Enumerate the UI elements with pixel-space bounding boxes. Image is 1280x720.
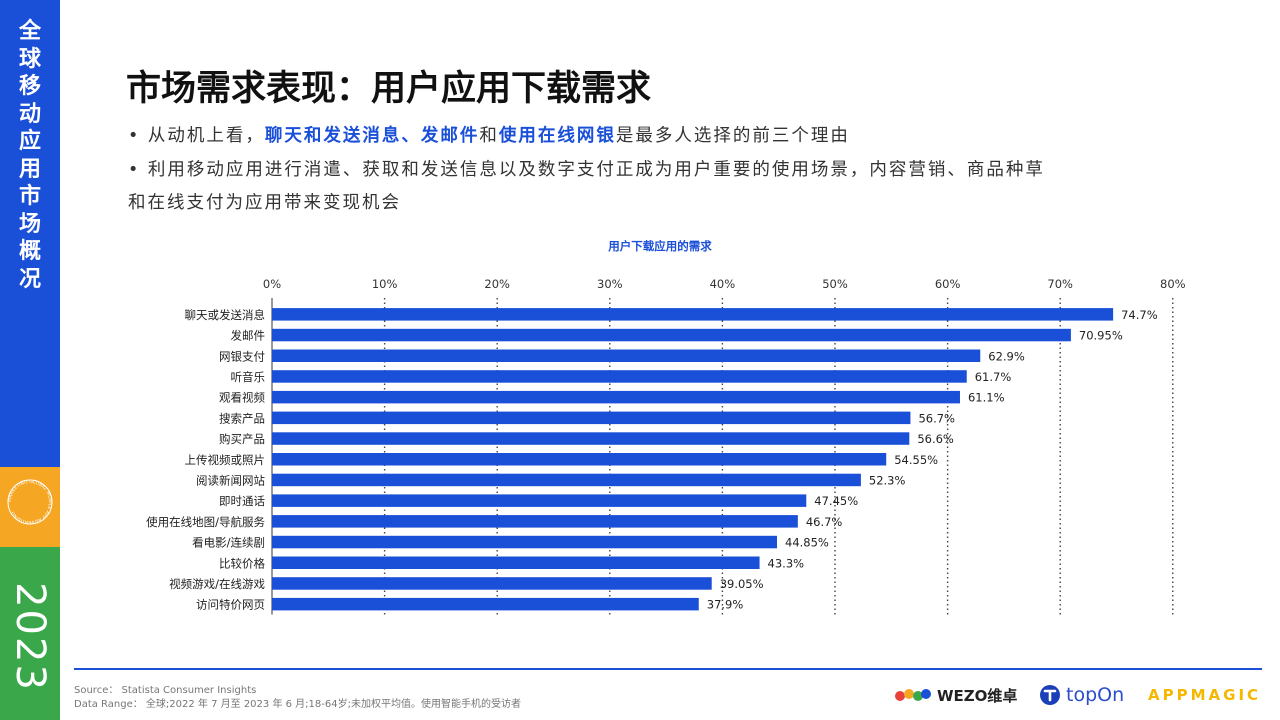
x-tick-label: 70% [1047, 277, 1073, 291]
category-label: 购买产品 [219, 432, 265, 446]
category-label: 听音乐 [231, 370, 266, 384]
value-label: 62.9% [988, 349, 1025, 363]
bar [272, 515, 798, 528]
badge-icon: MARKETING GLOBAL MOBILE APP ADVERTISING [7, 479, 53, 525]
page-title: 市场需求表现：用户应用下载需求 [126, 69, 652, 109]
bullet-1-highlight-2: 使用在线网银 [498, 126, 616, 146]
bar [272, 349, 981, 362]
bar [272, 577, 712, 590]
wezo-mark-icon [895, 689, 931, 701]
bar [272, 328, 1071, 342]
wezo-logo-text: WEZO维卓 [937, 686, 1018, 705]
x-tick-label: 60% [935, 277, 961, 291]
sidebar-title-char: 况 [18, 266, 41, 292]
category-label: 网银支付 [219, 349, 265, 363]
sidebar-title-char: 场 [18, 211, 41, 237]
category-label: 观看视频 [219, 391, 265, 405]
topon-logo: topOn [1038, 680, 1124, 710]
category-label: 比较价格 [219, 556, 265, 570]
bullet-2-line-1: • 利用移动应用进行消遣、获取和发送信息以及数字支付正成为用户重要的使用场景，内… [128, 160, 1045, 180]
x-tick-label: 20% [484, 277, 510, 291]
bar [272, 473, 861, 487]
bar [272, 597, 699, 611]
bar [272, 556, 760, 569]
bullet-1-highlight-1: 聊天和发送消息、发邮件 [264, 126, 480, 146]
source-text: Source： Statista Consumer Insights [74, 685, 257, 696]
x-tick-label: 50% [822, 277, 848, 291]
sidebar-title-char: 全 [18, 19, 41, 44]
sidebar-year-block [0, 547, 60, 720]
bar [272, 453, 887, 466]
bullet-1-mid: 和 [479, 126, 499, 146]
category-label: 聊天或发送消息 [185, 308, 266, 322]
value-label: 70.95% [1079, 329, 1123, 343]
value-label: 46.7% [806, 515, 843, 529]
value-label: 37.9% [707, 598, 744, 612]
category-label: 看电影/连续剧 [192, 536, 265, 550]
value-label: 44.85% [785, 536, 829, 550]
x-tick-label: 0% [263, 277, 281, 291]
sidebar-title-char: 应 [18, 129, 41, 154]
category-label: 即时通话 [219, 494, 265, 508]
value-label: 39.05% [720, 577, 764, 591]
value-label: 61.1% [968, 391, 1005, 405]
bullet-1-suffix: 是最多人选择的前三个理由 [615, 126, 850, 146]
sidebar-title-char: 球 [18, 46, 41, 72]
wezo-logo: WEZO维卓 [893, 680, 1017, 710]
category-label: 阅读新闻网站 [196, 473, 265, 487]
bar [272, 308, 1114, 321]
sidebar-title-char: 移 [18, 74, 41, 99]
footer-divider [74, 668, 1262, 670]
x-tick-label: 30% [597, 277, 623, 291]
value-label: 56.7% [918, 411, 955, 425]
category-label: 访问特价网页 [196, 598, 265, 612]
value-label: 56.6% [917, 432, 954, 446]
category-label: 搜索产品 [219, 411, 265, 425]
x-tick-label: 80% [1160, 277, 1186, 291]
bullet-1-prefix: • 从动机上看， [128, 126, 265, 146]
bar-chart: 用户下载应用的需求 0% 10% 20% 30% 40% 50% 60% 70% 80% 聊天或发送… [146, 239, 1186, 615]
bar [272, 535, 778, 549]
category-label: 发邮件 [231, 329, 266, 343]
bullet-2-line-2: 和在线支付为应用带来变现机会 [128, 193, 401, 213]
sidebar-title: 全球移动应用市场概况 [0, 18, 60, 293]
category-label: 视频游戏/在线游戏 [169, 577, 265, 591]
chart-title: 用户下载应用的需求 [607, 239, 712, 253]
category-label: 上传视频或照片 [185, 453, 266, 467]
value-label: 43.3% [768, 556, 805, 570]
x-tick-label: 40% [710, 277, 736, 291]
value-label: 54.55% [894, 453, 938, 467]
sidebar-title-char: 动 [18, 101, 41, 127]
sidebar-title-char: 概 [18, 239, 41, 264]
category-label: 使用在线地图/导航服务 [146, 515, 265, 529]
sidebar-title-char: 市 [18, 184, 41, 209]
bullet-1: • 从动机上看，聊天和发送消息、发邮件和使用在线网银是最多人选择的前三个理由 [128, 122, 850, 147]
bar [272, 390, 960, 404]
sidebar-title-char: 用 [18, 156, 41, 182]
bar [272, 370, 967, 383]
bar [272, 432, 910, 445]
appmagic-logo: APPMAGIC [1148, 680, 1261, 710]
value-label: 74.7% [1121, 308, 1158, 322]
appmagic-logo-text: APPMAGIC [1148, 686, 1262, 704]
value-label: 61.7% [975, 370, 1012, 384]
x-tick-label: 10% [372, 277, 398, 291]
bar [272, 494, 807, 507]
value-label: 47.45% [814, 494, 858, 508]
value-label: 52.3% [869, 473, 906, 487]
bar [272, 411, 911, 425]
topon-mark-icon [1040, 685, 1060, 705]
data-range-text: Data Range： 全球;2022 年 7 月至 2023 年 6 月;18… [74, 699, 521, 710]
topon-logo-text: topOn [1066, 684, 1125, 706]
